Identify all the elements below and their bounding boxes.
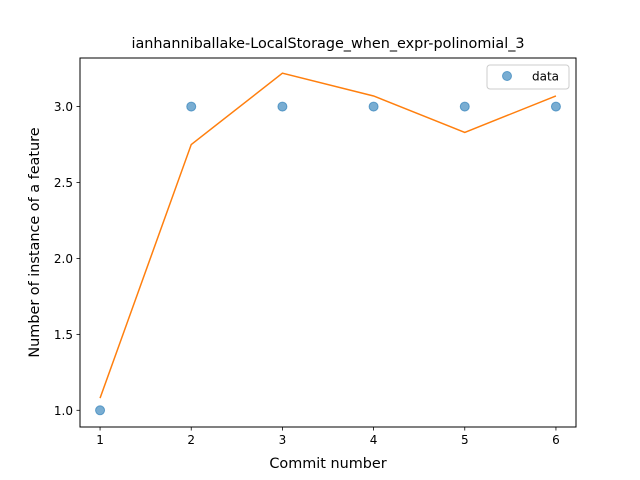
- series-points: [95, 101, 561, 416]
- chart-title: ianhanniballake-LocalStorage_when_expr-p…: [131, 36, 524, 52]
- legend-box: [486, 64, 570, 90]
- x-tick-label: 3: [279, 433, 287, 447]
- data-point: [277, 101, 288, 112]
- x-tick-label: 4: [370, 433, 378, 447]
- data-point: [95, 405, 106, 416]
- plot-area: 1 2 3 4 5 6 1.0 1.5 2.0 2.5 3.0: [54, 57, 577, 447]
- legend: data: [486, 64, 570, 90]
- x-tick-label: 2: [187, 433, 195, 447]
- series-lines: [99, 72, 557, 399]
- data-point: [186, 101, 197, 112]
- data-point: [368, 101, 379, 112]
- legend-label-data: data: [532, 70, 559, 84]
- x-axis-ticks: 1 2 3 4 5 6: [96, 427, 560, 447]
- data-point: [550, 101, 561, 112]
- x-tick-label: 6: [552, 433, 560, 447]
- x-axis-label: Commit number: [269, 456, 386, 472]
- y-tick-label: 1.0: [54, 404, 73, 418]
- fit-line: [99, 72, 557, 399]
- y-tick-label: 1.5: [54, 328, 73, 342]
- y-axis-ticks: 1.0 1.5 2.0 2.5 3.0: [54, 100, 80, 418]
- y-axis-label: Number of instance of a feature: [27, 127, 43, 357]
- data-point: [459, 101, 470, 112]
- y-tick-label: 2.5: [54, 176, 73, 190]
- axes-frame: [79, 57, 577, 428]
- y-tick-label: 3.0: [54, 100, 73, 114]
- y-tick-label: 2.0: [54, 252, 73, 266]
- legend-marker-data: [502, 71, 512, 81]
- x-tick-label: 5: [461, 433, 469, 447]
- x-tick-label: 1: [96, 433, 104, 447]
